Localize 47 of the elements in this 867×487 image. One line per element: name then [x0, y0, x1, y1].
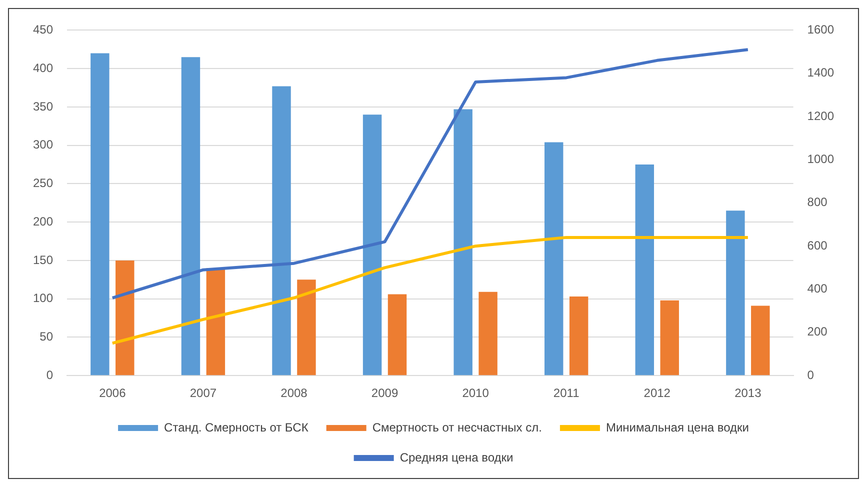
x-tick-label: 2009 [371, 386, 398, 400]
x-tick-label: 2007 [190, 386, 217, 400]
bar [297, 280, 316, 376]
bar [544, 142, 564, 376]
legend-label: Станд. Смерность от БСК [164, 420, 308, 434]
bar [116, 260, 134, 376]
x-tick-label: 2013 [734, 386, 762, 400]
y2-tick-label: 400 [807, 282, 828, 296]
y-tick-label: 200 [32, 214, 54, 228]
y2-tick-label: 0 [807, 368, 814, 382]
y2-tick-label: 1400 [807, 66, 834, 80]
x-tick-label: 2010 [462, 386, 490, 400]
legend-label: Смертность от несчастных сл. [372, 420, 542, 434]
bar [478, 292, 498, 376]
y-tick-label: 450 [32, 22, 54, 37]
x-tick-label: 2008 [280, 386, 308, 400]
bar [362, 114, 382, 376]
bar [726, 210, 745, 376]
y-tick-label: 300 [32, 138, 54, 152]
bar [181, 57, 200, 376]
bar [660, 300, 679, 376]
bar [569, 296, 588, 376]
x-tick-label: 2011 [553, 386, 580, 400]
y-tick-label: 150 [32, 252, 54, 267]
bar [206, 268, 226, 376]
y-tick-label: 400 [32, 60, 54, 75]
y2-tick-label: 200 [807, 324, 828, 339]
bar [90, 53, 110, 376]
y-tick-label: 350 [32, 99, 54, 114]
x-tick-label: 2012 [644, 386, 671, 400]
bar [751, 306, 770, 376]
y-tick-label: 50 [40, 330, 54, 344]
bar [272, 86, 291, 376]
y-tick-label: 100 [32, 291, 54, 306]
bar [635, 164, 654, 376]
x-tick-label: 2006 [99, 386, 126, 400]
y2-tick-label: 1000 [807, 152, 834, 166]
legend-label: Средняя цена водки [400, 450, 514, 464]
legend-label: Минимальная цена водки [606, 420, 749, 434]
y-tick-label: 250 [32, 176, 54, 190]
y2-tick-label: 800 [807, 195, 828, 210]
y2-tick-label: 1200 [807, 108, 834, 123]
y2-tick-label: 600 [807, 238, 828, 252]
y2-tick-label: 1600 [807, 22, 834, 37]
y-tick-label: 0 [46, 368, 54, 382]
bar [454, 109, 472, 376]
bar [388, 294, 407, 376]
